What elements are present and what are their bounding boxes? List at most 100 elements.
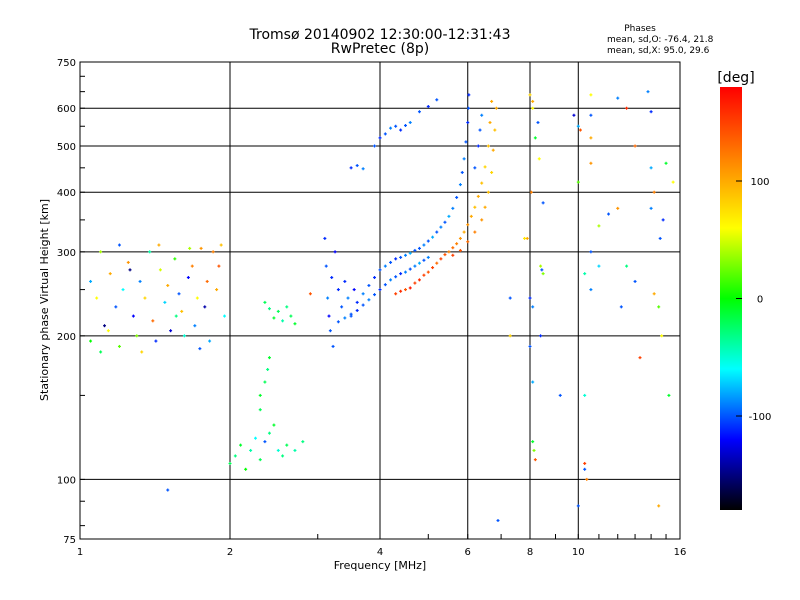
data-point xyxy=(394,275,398,279)
x-axis-label: Frequency [MHz] xyxy=(334,559,426,572)
data-point xyxy=(531,440,535,444)
data-point xyxy=(361,167,365,171)
data-point xyxy=(633,144,637,148)
data-point xyxy=(464,140,468,144)
data-point xyxy=(652,292,656,296)
data-point xyxy=(413,281,417,285)
grid xyxy=(80,62,680,539)
data-point xyxy=(394,257,398,261)
data-point xyxy=(496,519,500,523)
y-tick-label: 200 xyxy=(57,332,76,343)
data-point xyxy=(349,166,353,170)
data-point xyxy=(349,312,353,316)
data-point xyxy=(373,293,377,297)
stats-title: Phases xyxy=(624,24,656,34)
data-point xyxy=(293,322,297,326)
data-point xyxy=(480,181,484,185)
data-point xyxy=(473,230,477,234)
data-point xyxy=(408,267,412,271)
data-point xyxy=(533,136,537,140)
data-point xyxy=(443,253,447,257)
data-point xyxy=(458,183,462,187)
data-point xyxy=(331,344,335,348)
data-point xyxy=(383,283,387,287)
data-point xyxy=(633,279,637,283)
colorbar-tick-label: -100 xyxy=(749,412,772,423)
data-point xyxy=(281,319,285,323)
data-point xyxy=(186,276,190,280)
data-point xyxy=(219,243,223,247)
data-point xyxy=(163,300,167,304)
data-point xyxy=(89,339,93,343)
data-point xyxy=(426,255,430,259)
data-point xyxy=(532,448,536,452)
data-point xyxy=(493,128,497,132)
data-point xyxy=(333,250,337,254)
data-point xyxy=(583,461,587,465)
data-point xyxy=(466,223,470,227)
data-point xyxy=(355,164,359,168)
data-point xyxy=(408,286,412,290)
data-point xyxy=(597,224,601,228)
data-point xyxy=(451,253,455,257)
data-point xyxy=(585,477,589,481)
data-point xyxy=(89,279,93,283)
data-point xyxy=(660,334,664,338)
data-point xyxy=(426,105,430,109)
data-point xyxy=(117,243,121,247)
data-point xyxy=(417,246,421,250)
data-point xyxy=(589,288,593,292)
data-point xyxy=(638,356,642,360)
chart-title: Tromsø 20140902 12:30:00-12:31:43 xyxy=(249,27,511,43)
data-point xyxy=(480,113,484,117)
chart-subtitle: RwPretec (8p) xyxy=(331,41,429,57)
data-point xyxy=(483,165,487,169)
x-tick-label: 8 xyxy=(527,547,533,558)
data-point xyxy=(531,99,535,103)
data-point xyxy=(215,288,219,292)
data-point xyxy=(336,288,340,292)
data-point xyxy=(476,144,480,148)
data-point xyxy=(195,296,199,300)
data-point xyxy=(143,296,147,300)
data-point xyxy=(378,268,382,272)
data-point xyxy=(589,250,593,254)
data-point xyxy=(435,261,439,265)
data-point xyxy=(174,314,178,318)
data-point xyxy=(276,448,280,452)
data-point xyxy=(373,144,377,148)
data-point xyxy=(336,320,340,324)
data-point xyxy=(435,230,439,234)
data-point xyxy=(131,314,135,318)
colorbar-tick-label: 100 xyxy=(750,177,769,188)
y-tick-label: 500 xyxy=(57,142,76,153)
data-point xyxy=(576,124,580,128)
data-point xyxy=(417,261,421,265)
data-point xyxy=(217,264,221,268)
data-point xyxy=(389,126,393,130)
data-point xyxy=(455,195,459,199)
data-point xyxy=(263,380,267,384)
data-point xyxy=(539,334,543,338)
data-point xyxy=(417,278,421,282)
data-point xyxy=(99,250,103,254)
data-point xyxy=(285,305,289,309)
data-point xyxy=(95,296,99,300)
data-point xyxy=(408,251,412,255)
data-point xyxy=(293,448,297,452)
y-tick-label: 600 xyxy=(57,104,76,115)
data-point xyxy=(667,393,671,397)
data-point xyxy=(355,300,359,304)
data-point xyxy=(616,96,620,100)
data-point xyxy=(126,260,130,264)
stats-x-line: mean, sd,X: 95.0, 29.6 xyxy=(607,46,710,56)
data-point xyxy=(466,121,470,125)
data-point xyxy=(180,309,184,313)
data-point xyxy=(539,264,543,268)
data-point xyxy=(473,205,477,209)
data-point xyxy=(403,123,407,127)
data-point xyxy=(447,250,451,254)
data-point xyxy=(473,166,477,170)
data-point xyxy=(417,110,421,114)
data-point xyxy=(166,283,170,287)
